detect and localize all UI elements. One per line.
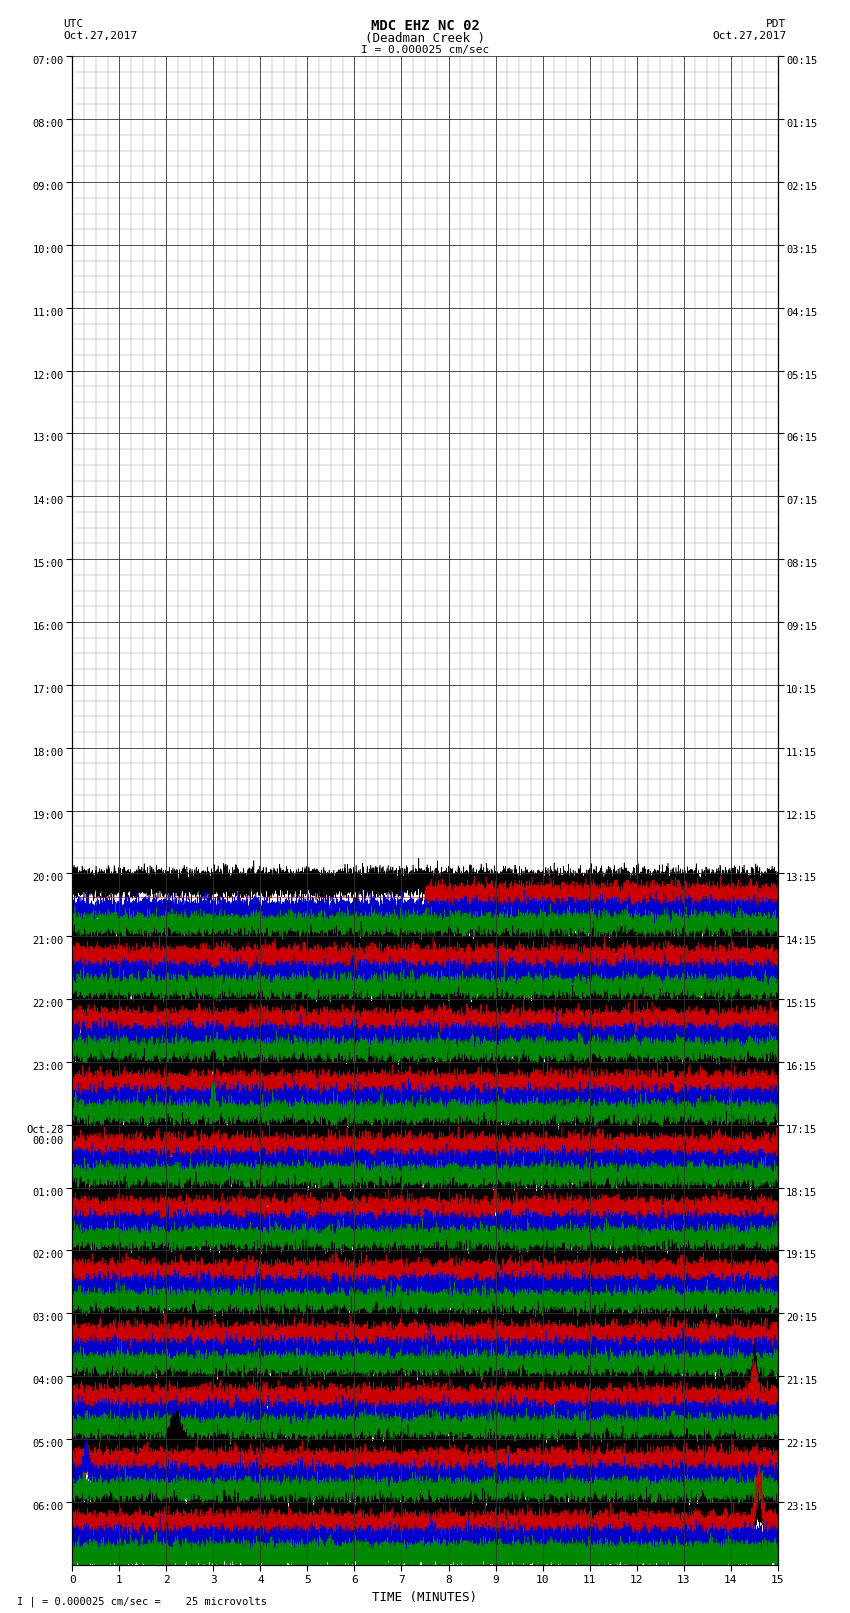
Text: I = 0.000025 cm/sec: I = 0.000025 cm/sec xyxy=(361,45,489,55)
Text: I | = 0.000025 cm/sec =    25 microvolts: I | = 0.000025 cm/sec = 25 microvolts xyxy=(17,1595,267,1607)
Text: PDT: PDT xyxy=(766,19,786,29)
Text: Oct.27,2017: Oct.27,2017 xyxy=(712,31,786,40)
Text: MDC EHZ NC 02: MDC EHZ NC 02 xyxy=(371,19,479,34)
Text: (Deadman Creek ): (Deadman Creek ) xyxy=(365,32,485,45)
Text: Oct.27,2017: Oct.27,2017 xyxy=(64,31,138,40)
X-axis label: TIME (MINUTES): TIME (MINUTES) xyxy=(372,1590,478,1603)
Text: UTC: UTC xyxy=(64,19,84,29)
